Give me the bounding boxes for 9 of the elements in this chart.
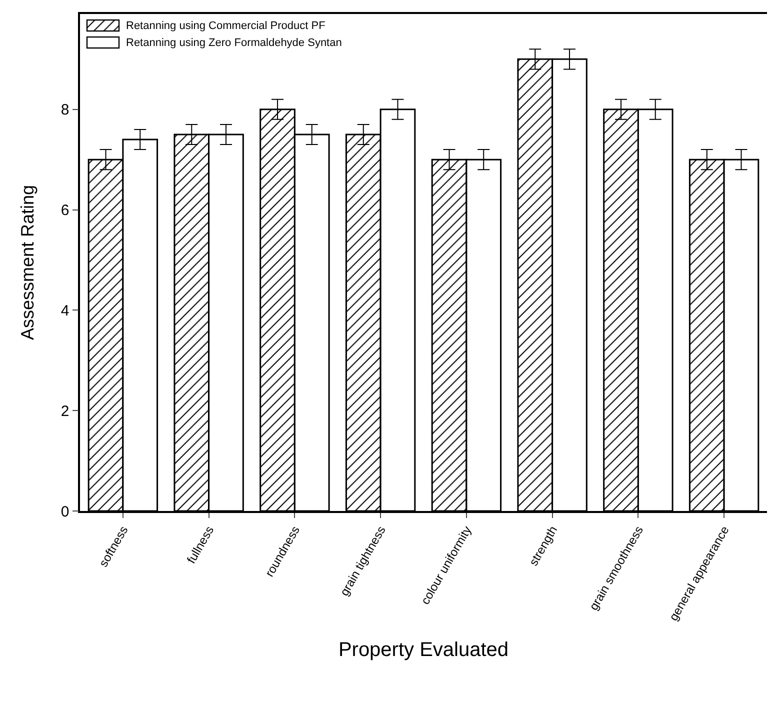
- legend-label: Retanning using Zero Formaldehyde Syntan: [126, 36, 342, 50]
- x-axis-title: Property Evaluated: [338, 639, 509, 662]
- y-tick-label: 2: [60, 402, 70, 420]
- y-tick-label: 0: [60, 503, 70, 520]
- legend-label: Retanning using Commercial Product PF: [126, 18, 326, 34]
- y-tick-label: 8: [60, 102, 70, 119]
- y-axis-title: Assessment Rating: [18, 184, 38, 340]
- y-tick-label: 4: [60, 302, 70, 320]
- y-tick-label: 6: [60, 202, 70, 220]
